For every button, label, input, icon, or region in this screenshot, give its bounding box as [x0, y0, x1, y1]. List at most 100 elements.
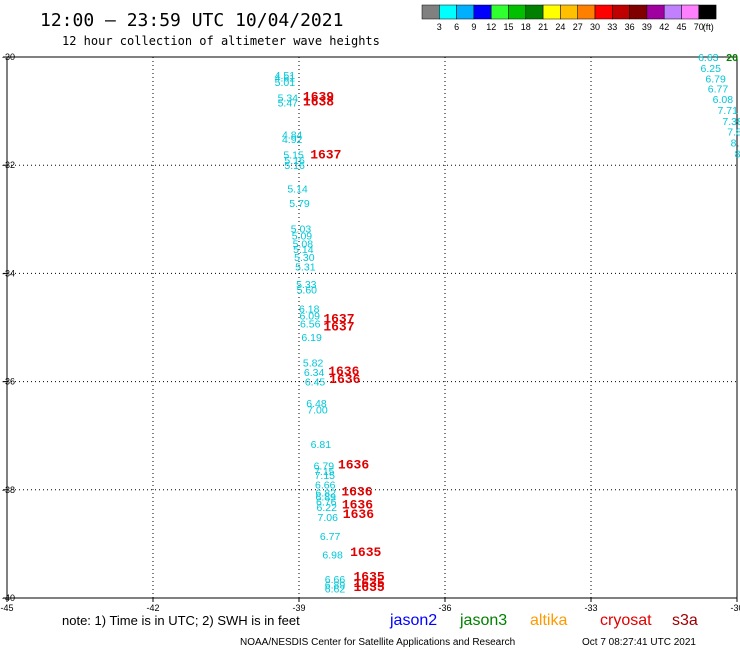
- colorbar-swatch: [525, 4, 544, 20]
- jason2-value-label: 6.76: [316, 497, 337, 509]
- jason2-value-label: 6.66: [325, 574, 346, 586]
- jason2-value-label: 6.89: [325, 579, 346, 591]
- x-tick-label: -36: [438, 603, 451, 613]
- jason2-value-label: 5.16: [284, 160, 305, 172]
- colorbar-swatch: [646, 4, 665, 20]
- jason2-value-label: 5.34: [278, 93, 299, 105]
- jason2-value-label: 6.09: [299, 311, 320, 323]
- jason2-value-label: 5.14: [287, 183, 308, 195]
- colorbar-label: 45: [676, 22, 686, 32]
- jason2-value-label: 4.51: [275, 70, 296, 82]
- jason2-value-label: 5.79: [289, 198, 310, 210]
- cryosat-value-label: 1635: [350, 545, 381, 560]
- legend-altika: altika: [530, 612, 567, 629]
- y-tick-label: -30: [2, 52, 15, 62]
- jason2-value-label: 5.14: [293, 244, 314, 256]
- colorbar-swatch: [490, 4, 509, 20]
- colorbar-swatch: [421, 4, 440, 20]
- jason2-value-label: 6.19: [301, 332, 322, 344]
- chart-title: 12:00 – 23:59 UTC 10/04/2021: [40, 10, 343, 31]
- jason2-value-label: 6.66: [315, 479, 336, 491]
- jason2-value-label: 5.60: [297, 285, 318, 297]
- colorbar-swatch: [456, 4, 475, 20]
- colorbar-swatch: [508, 4, 527, 20]
- colorbar-label: 27: [573, 22, 583, 32]
- colorbar-swatch: [439, 4, 457, 20]
- jason2-value-label: 7.38: [722, 116, 740, 128]
- y-tick-label: -40: [2, 593, 15, 603]
- cryosat-value-label: 1637: [310, 147, 341, 162]
- data-points: 4.514.615.01 5.345.47 4.844.92 5.155.165.16…: [275, 52, 740, 595]
- legend-s3a: s3a: [672, 612, 698, 629]
- jason2-value-label: 6.25: [701, 63, 722, 75]
- colorbar-swatch: [698, 4, 717, 20]
- jason2-value-label: 6.77: [320, 531, 341, 543]
- colorbar-unit: (ft): [703, 22, 714, 32]
- jason2-value-label: 5.47: [278, 97, 299, 109]
- jason2-value-label: 5.33: [296, 279, 317, 291]
- jason2-value-label: 8.: [731, 137, 740, 149]
- cryosat-value-label: 1637: [323, 319, 354, 334]
- legend-jason3: jason3: [459, 612, 507, 629]
- cryosat-value-label: 1635: [354, 576, 385, 591]
- jason2-value-label: 5.30: [294, 252, 315, 264]
- colorbar-swatch: [663, 4, 682, 20]
- cryosat-value-label: 1636: [342, 497, 373, 512]
- jason2-value-label: 4.84: [282, 129, 303, 141]
- gridlines: [7, 57, 737, 598]
- jason2-value-label: 5.09: [292, 231, 313, 243]
- cryosat-value-label: 1638: [303, 94, 334, 109]
- colorbar-label: 21: [538, 22, 548, 32]
- jason2-value-label: 6.62: [325, 583, 346, 595]
- y-tick-label: -34: [2, 268, 15, 278]
- x-tick-label: -39: [292, 603, 305, 613]
- chart-subtitle: 12 hour collection of altimeter wave hei…: [62, 34, 380, 48]
- jason2-value-label: 5.01: [275, 77, 296, 89]
- footer-timestamp: Oct 7 08:27:41 UTC 2021: [582, 637, 696, 648]
- colorbar-label: 70: [694, 22, 704, 32]
- axis-ticks: -45 -42 -39 -36 -33 -30 -30 -32 -34 -36 -38 -40: [0, 52, 740, 613]
- jason2-value-label: 7.15: [315, 470, 336, 482]
- plot-border: [6, 56, 738, 599]
- jason2-value-label: 5.08: [293, 239, 314, 251]
- jason2-value-label: 5.15: [283, 149, 304, 161]
- cryosat-value-label: 1636: [329, 372, 360, 387]
- colorbar-label: 24: [555, 22, 565, 32]
- jason2-value-label: 5.16: [284, 155, 305, 167]
- jason2-value-label: 6.98: [322, 550, 343, 562]
- colorbar-label: 30: [590, 22, 600, 32]
- jason2-value-label: 6.77: [708, 83, 729, 95]
- y-tick-label: -32: [2, 160, 15, 170]
- jason2-value-label: 6.79: [314, 460, 335, 472]
- x-tick-label: -30: [730, 603, 740, 613]
- colorbar-label: 42: [659, 22, 669, 32]
- jason2-value-label: 7.06: [317, 512, 338, 524]
- cryosat-value-label: 1635: [354, 569, 385, 584]
- colorbar: 3 6 9 12 15 18 21 24 27 30 33 36 39 42 45 70(ft): [421, 4, 717, 32]
- y-tick-label: -36: [2, 377, 15, 387]
- jason2-value-label: 4.92: [282, 134, 303, 146]
- jason2-value-label: 6.45: [305, 377, 326, 389]
- colorbar-label: 9: [471, 22, 476, 32]
- jason2-value-label: 6.18: [299, 304, 320, 316]
- jason2-value-label: 6.82: [316, 488, 337, 500]
- colorbar-label: 6: [454, 22, 459, 32]
- legend-cryosat: cryosat: [600, 612, 652, 629]
- cryosat-value-label: 1637: [323, 311, 354, 326]
- jason2-value-label: 5.82: [303, 358, 324, 370]
- colorbar-label: 15: [503, 22, 513, 32]
- colorbar-swatch: [473, 4, 492, 20]
- jason2-value-label: 6.48: [306, 398, 327, 410]
- jason2-value-label: 6.22: [317, 502, 338, 514]
- cryosat-value-label: 1639: [303, 89, 334, 104]
- colorbar-label: 12: [486, 22, 496, 32]
- colorbar-swatch: [577, 4, 596, 20]
- colorbar-label: 18: [521, 22, 531, 32]
- x-tick-label: -45: [0, 603, 13, 613]
- jason2-value-label: 6.63: [698, 52, 719, 64]
- note-text: note: 1) Time is in UTC; 2) SWH is in fe…: [62, 613, 300, 628]
- cryosat-value-label: 1636: [338, 457, 369, 472]
- colorbar-label: 33: [607, 22, 617, 32]
- jason2-value-label: 5.31: [295, 261, 316, 273]
